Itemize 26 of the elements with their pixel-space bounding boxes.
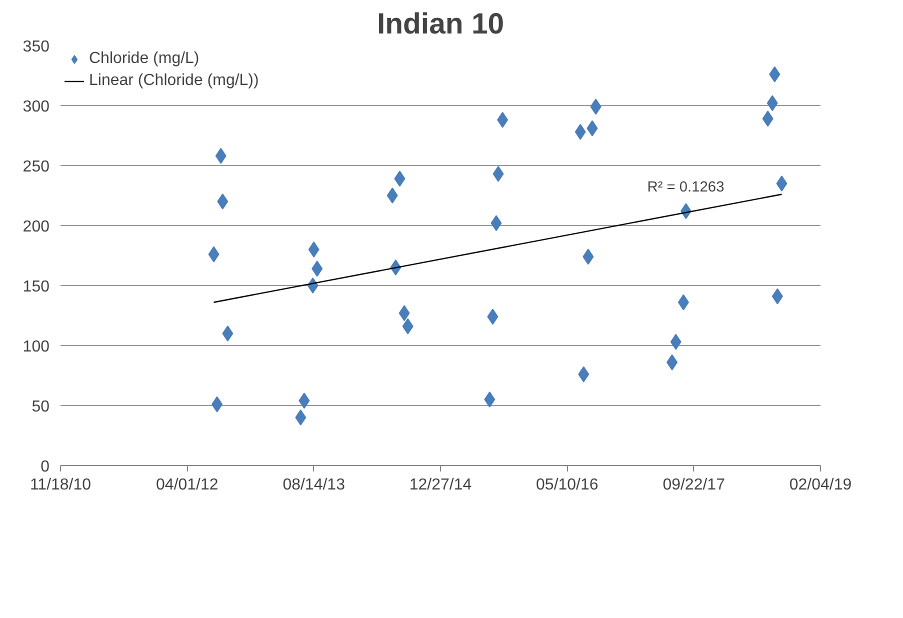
legend-label: Linear (Chloride (mg/L)) [89, 72, 259, 90]
point [776, 176, 788, 192]
x-tick-label: 05/10/16 [536, 476, 598, 494]
y-tick-label: 300 [22, 98, 50, 116]
y-tick-label: 50 [32, 398, 50, 416]
x-tick-label: 09/22/17 [662, 476, 726, 494]
annotation: R² = 0.1263 [647, 180, 724, 196]
x-tick-label: 11/18/10 [30, 476, 92, 494]
x-tick-label: 12/27/14 [409, 476, 472, 494]
x-tick-label: 08/14/13 [282, 476, 346, 494]
point [386, 188, 398, 204]
chart-title: Indian 10 [376, 8, 504, 40]
y-tick-label: 200 [22, 218, 50, 236]
point [217, 194, 228, 210]
y-tick-label: 350 [22, 38, 50, 56]
legend-label: Chloride (mg/L) [89, 50, 200, 68]
y-tick-label: 250 [22, 158, 50, 176]
point [295, 410, 306, 426]
y-tick-label: 0 [40, 458, 50, 476]
x-tick-label: 02/04/19 [789, 476, 852, 494]
point [308, 242, 320, 258]
y-tick-label: 100 [22, 338, 50, 356]
y-tick-label: 150 [22, 278, 50, 296]
point [222, 326, 234, 342]
point [484, 392, 496, 408]
x-tick-label: 04/01/12 [156, 476, 218, 494]
